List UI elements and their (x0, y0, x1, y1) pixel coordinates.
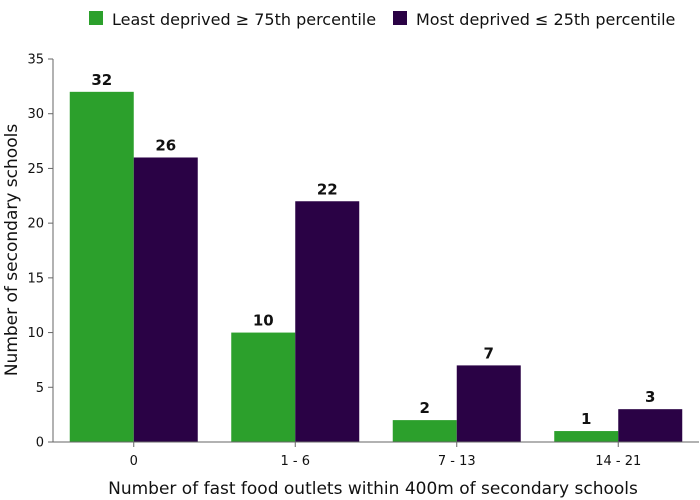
bar-value-label: 10 (253, 312, 274, 330)
y-tick-label: 5 (36, 381, 44, 396)
bar-most-deprived (456, 365, 521, 442)
legend-swatch-most-deprived (393, 11, 407, 25)
x-tick-label: 7 - 13 (438, 454, 476, 469)
x-tick-label: 0 (130, 454, 138, 469)
y-tick-label: 15 (27, 271, 44, 286)
y-tick-label: 35 (27, 53, 44, 68)
x-tick-label: 14 - 21 (595, 454, 641, 469)
y-tick-label: 10 (27, 326, 44, 341)
bar-value-label: 3 (645, 388, 655, 406)
bar-value-label: 7 (484, 344, 494, 362)
y-axis-title: Number of secondary schools (2, 124, 22, 376)
bar-value-label: 32 (91, 71, 112, 89)
bar-most-deprived (295, 201, 360, 442)
legend-swatch-least-deprived (89, 11, 103, 25)
legend: Least deprived ≥ 75th percentile Most de… (89, 10, 675, 29)
bar-value-label: 2 (420, 399, 430, 417)
bar-least-deprived (231, 332, 296, 442)
legend-label-most-deprived: Most deprived ≤ 25th percentile (416, 10, 675, 29)
bar-value-label: 26 (155, 136, 176, 154)
x-axis-title: Number of fast food outlets within 400m … (108, 479, 638, 499)
bar-least-deprived (392, 420, 457, 442)
y-tick-label: 30 (27, 107, 44, 122)
y-axis: 0 5 10 15 20 25 30 35 (27, 53, 54, 451)
y-tick-label: 20 (27, 217, 44, 232)
bar-value-label: 22 (317, 180, 338, 198)
bar-most-deprived (133, 157, 198, 442)
x-axis: 0 1 - 6 7 - 13 14 - 21 (53, 441, 699, 469)
bar-least-deprived (554, 431, 619, 442)
bar-value-label: 1 (581, 410, 591, 428)
x-tick-label: 1 - 6 (281, 454, 311, 469)
y-tick-label: 0 (36, 436, 44, 451)
bar-least-deprived (69, 91, 134, 442)
bar-most-deprived (618, 409, 683, 442)
y-tick-label: 25 (27, 162, 44, 177)
legend-label-least-deprived: Least deprived ≥ 75th percentile (112, 10, 376, 29)
